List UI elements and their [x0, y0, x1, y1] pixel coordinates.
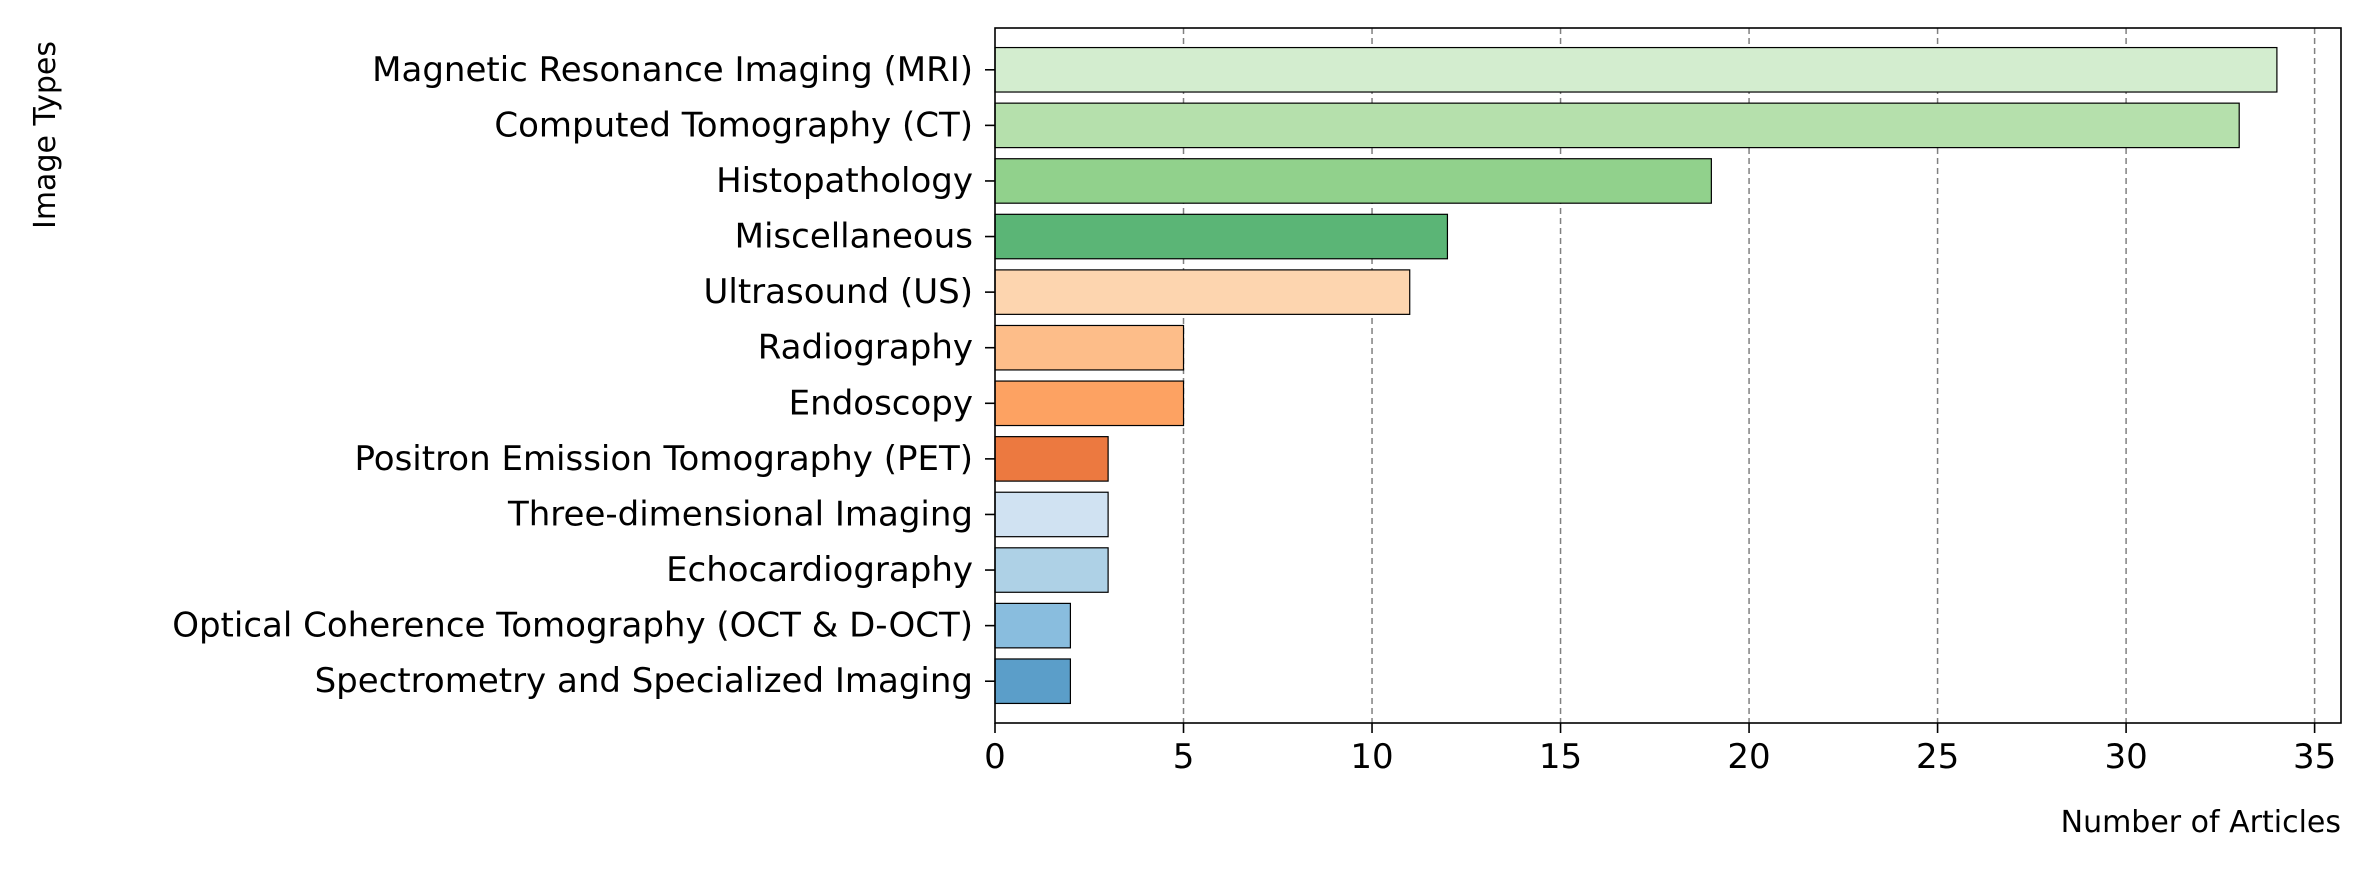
bar-5 — [994, 324, 1185, 371]
bar-11 — [994, 658, 1072, 705]
bar-8 — [994, 491, 1109, 538]
x-tick-label-30: 30 — [2104, 737, 2147, 777]
category-label-10: Optical Coherence Tomography (OCT & D-OC… — [172, 606, 973, 646]
x-tick-label-20: 20 — [1727, 737, 1770, 777]
category-label-8: Three-dimensional Imaging — [507, 494, 973, 534]
bar-9 — [994, 547, 1109, 593]
category-label-2: Histopathology — [716, 161, 973, 201]
x-tick-label-0: 0 — [984, 737, 1006, 777]
x-tick-label-10: 10 — [1350, 737, 1393, 777]
bar-10 — [994, 602, 1072, 649]
bar-3 — [994, 213, 1449, 260]
category-label-11: Spectrometry and Specialized Imaging — [315, 661, 973, 701]
x-tick-label-35: 35 — [2293, 737, 2336, 777]
x-axis-ticks: 0 5 10 15 20 25 30 35 — [984, 723, 2336, 777]
category-label-9: Echocardiography — [666, 550, 973, 590]
y-axis-title: Image Types — [28, 41, 63, 229]
bars — [994, 46, 2278, 705]
category-label-5: Radiography — [758, 328, 973, 368]
category-label-4: Ultrasound (US) — [704, 272, 973, 312]
x-tick-label-15: 15 — [1539, 737, 1582, 777]
bar-2 — [994, 158, 1712, 204]
plot-frame — [994, 27, 2342, 724]
category-label-6: Endoscopy — [789, 383, 973, 423]
x-tick-label-25: 25 — [1916, 737, 1959, 777]
bar-1 — [994, 102, 2240, 149]
category-label-1: Computed Tomography (CT) — [494, 105, 973, 145]
bar-7 — [994, 436, 1109, 482]
category-label-7: Positron Emission Tomography (PET) — [354, 439, 973, 479]
y-axis-ticks: Magnetic Resonance Imaging (MRI) Computed… — [172, 50, 995, 701]
bar-0 — [994, 46, 2278, 93]
x-tick-label-5: 5 — [1173, 737, 1195, 777]
category-label-0: Magnetic Resonance Imaging (MRI) — [372, 50, 973, 90]
category-label-3: Miscellaneous — [735, 217, 973, 257]
bar-6 — [994, 380, 1185, 427]
x-axis-title: Number of Articles — [2061, 805, 2341, 840]
bar-4 — [994, 269, 1411, 315]
